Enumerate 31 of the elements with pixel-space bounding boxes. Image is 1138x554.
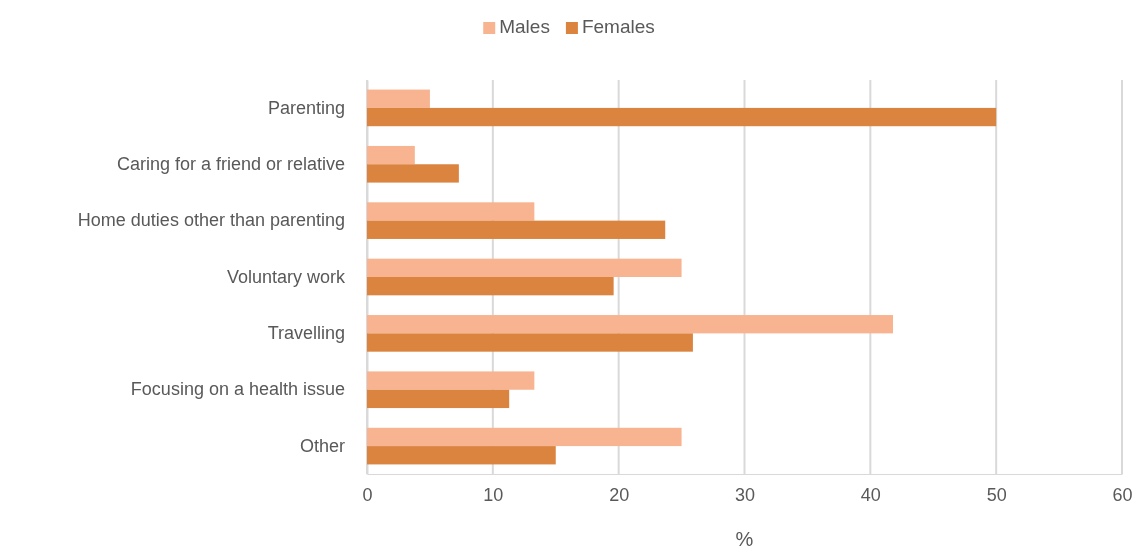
x-tick-label: 50: [986, 484, 1007, 505]
bar: [367, 427, 682, 447]
bar: [367, 145, 415, 165]
x-tick-label: 0: [362, 484, 373, 505]
bar: [367, 333, 693, 352]
legend-label: Males: [499, 16, 550, 37]
bar: [367, 89, 430, 108]
x-tick-label: 60: [1112, 484, 1133, 505]
y-tick-label: Voluntary work: [226, 266, 346, 287]
x-tick-label: 20: [609, 484, 630, 505]
bar: [367, 446, 556, 465]
y-tick-label: Caring for a friend or relative: [116, 154, 345, 175]
bar: [367, 220, 666, 239]
x-tick-label: 10: [483, 484, 504, 505]
x-tick-label: 30: [734, 484, 756, 505]
y-tick-label: Travelling: [267, 323, 345, 344]
y-tick-label: Focusing on a health issue: [130, 379, 345, 400]
y-tick-label: Home duties other than parenting: [77, 210, 345, 231]
x-axis-title: %: [735, 528, 754, 550]
bar: [367, 389, 510, 409]
bar: [367, 164, 459, 183]
bar: [367, 315, 893, 334]
bar: [367, 107, 997, 127]
bar: [367, 258, 682, 277]
y-tick-label: Other: [299, 435, 345, 456]
bar: [367, 371, 535, 390]
bar: [367, 277, 614, 296]
legend-label: Females: [581, 16, 655, 37]
bar: [367, 202, 535, 221]
y-tick-label: Parenting: [267, 97, 345, 118]
x-tick-label: 40: [860, 484, 881, 505]
